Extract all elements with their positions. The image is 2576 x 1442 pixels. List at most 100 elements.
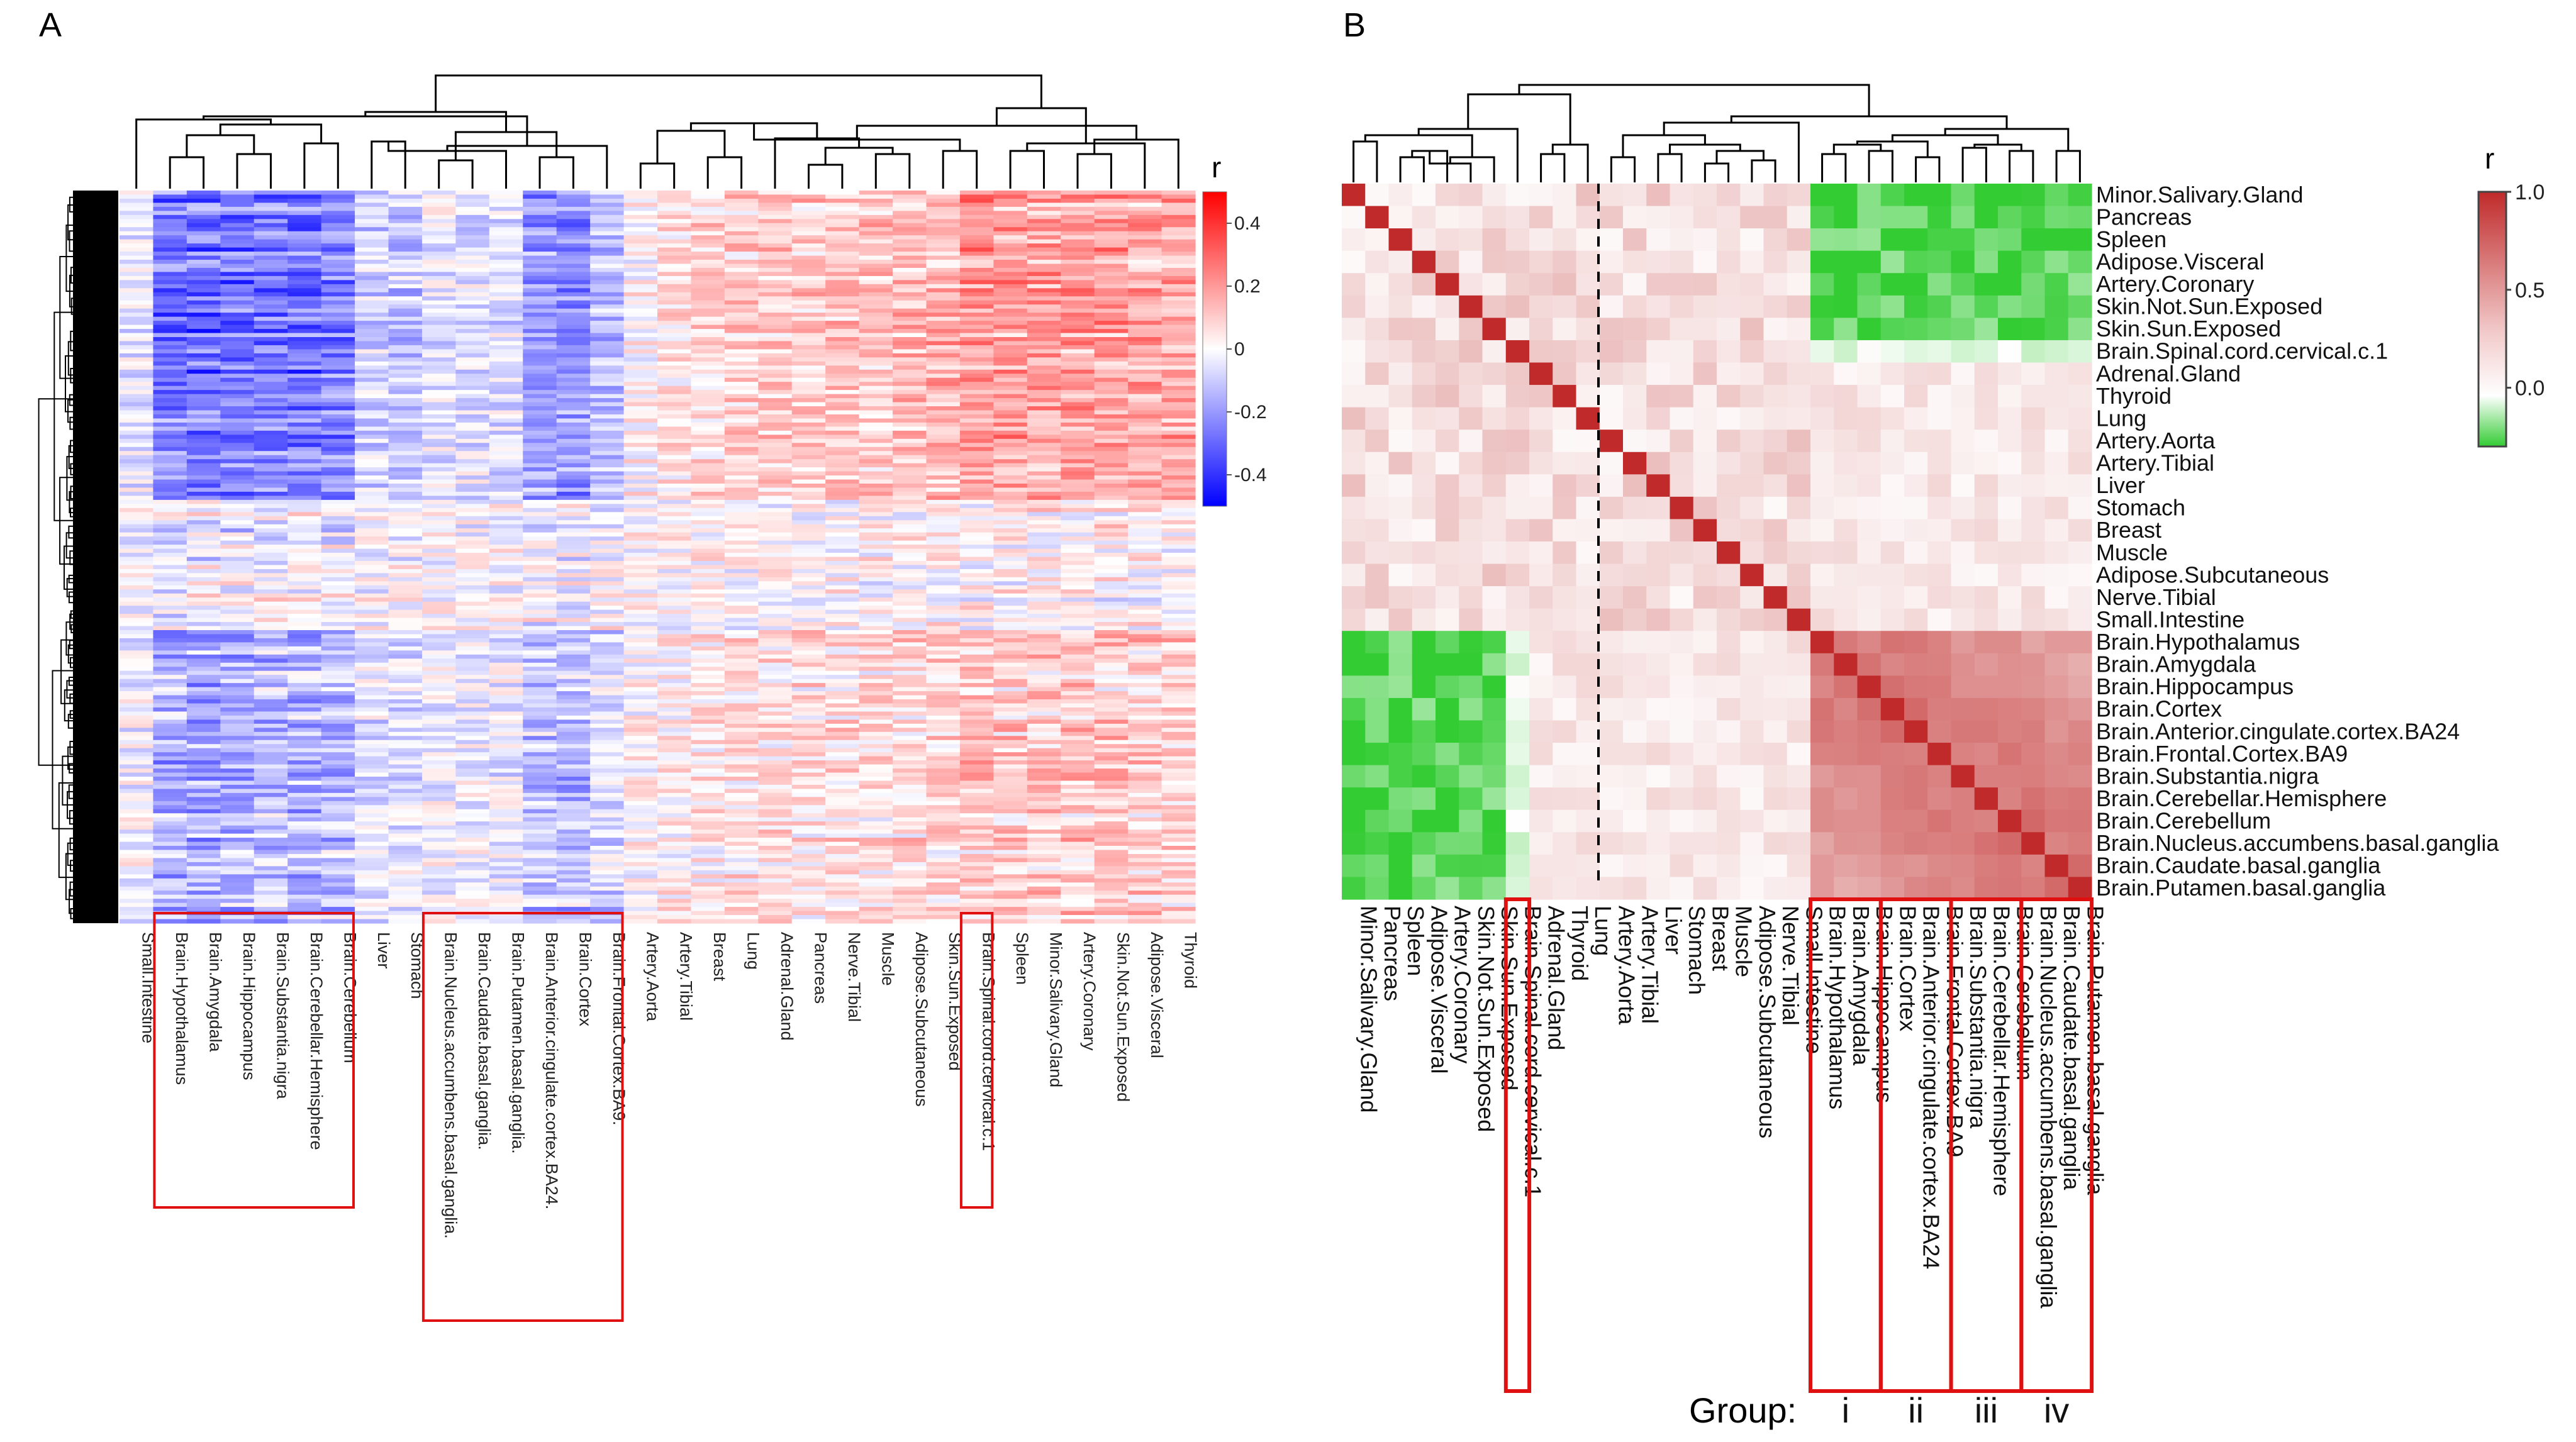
heatmap-a-cell [724, 614, 759, 619]
heatmap-a-cell [993, 455, 1028, 460]
heatmap-a-cell [388, 736, 423, 741]
heatmap-a-cell [623, 430, 658, 435]
heatmap-a-cell [355, 601, 389, 606]
heatmap-a-cell [893, 422, 927, 427]
heatmap-a-cell [321, 593, 355, 598]
heatmap-a-cell [825, 687, 860, 692]
heatmap-a-cell [388, 581, 423, 586]
heatmap-a-cell [321, 764, 355, 769]
heatmap-a-cell [893, 890, 927, 896]
heatmap-a-cell [691, 731, 725, 736]
heatmap-a-cell [993, 284, 1028, 289]
heatmap-a-cell [153, 601, 187, 606]
heatmap-a-cell [758, 191, 793, 196]
heatmap-a-cell [758, 919, 793, 924]
heatmap-a-cell [186, 435, 221, 440]
heatmap-a-cell [758, 255, 793, 260]
heatmap-a-cell [153, 484, 187, 489]
heatmap-a-cell [556, 528, 591, 533]
heatmap-a-cell [926, 496, 961, 501]
heatmap-a-cell [120, 609, 154, 614]
heatmap-a-cell [926, 882, 961, 887]
heatmap-a-cell [926, 191, 961, 196]
heatmap-a-cell [926, 479, 961, 484]
heatmap-a-cell [355, 345, 389, 350]
heatmap-a-cell [153, 756, 187, 761]
heatmap-a-cell [355, 748, 389, 753]
heatmap-a-cell [523, 194, 557, 199]
heatmap-a-cell [590, 484, 625, 489]
heatmap-a-cell [657, 618, 692, 623]
heatmap-a-column [590, 191, 625, 924]
heatmap-a-cell [993, 214, 1028, 219]
heatmap-a-cell [893, 833, 927, 838]
heatmap-a-cell [388, 589, 423, 594]
heatmap-a-cell [791, 695, 826, 700]
heatmap-a-cell [455, 691, 490, 696]
heatmap-a-cell [388, 606, 423, 611]
heatmap-a-cell [523, 288, 557, 293]
heatmap-a-cell [623, 451, 658, 456]
heatmap-a-cell [455, 369, 490, 374]
heatmap-a-cell [590, 357, 625, 362]
heatmap-a-cell [959, 699, 994, 704]
heatmap-a-cell [355, 670, 389, 675]
heatmap-a-column [1027, 191, 1061, 924]
heatmap-a-cell [590, 568, 625, 574]
heatmap-a-cell [523, 402, 557, 407]
heatmap-a-cell [489, 797, 523, 802]
heatmap-a-cell [691, 553, 725, 558]
heatmap-a-cell [893, 707, 927, 713]
heatmap-a-cell [455, 768, 490, 774]
heatmap-a-cell [556, 475, 591, 480]
heatmap-a-cell [590, 890, 625, 896]
heatmap-a-cell [556, 275, 591, 280]
heatmap-a-cell [893, 911, 927, 916]
heatmap-a-cell [1027, 214, 1061, 219]
heatmap-a-cell [489, 548, 523, 553]
heatmap-a-cell [220, 805, 255, 810]
heatmap-a-cell [186, 866, 221, 871]
heatmap-a-cell [321, 329, 355, 334]
heatmap-a-cell [287, 479, 322, 484]
heatmap-a-cell [590, 833, 625, 838]
heatmap-a-cell [120, 870, 154, 875]
heatmap-a-cell [120, 467, 154, 472]
heatmap-a-cell [220, 858, 255, 863]
heatmap-a-cell [455, 890, 490, 896]
heatmap-a-cell [590, 288, 625, 293]
heatmap-a-cell [287, 662, 322, 667]
heatmap-a-cell [926, 260, 961, 265]
heatmap-a-cell [153, 585, 187, 590]
heatmap-a-cell [758, 426, 793, 431]
heatmap-a-cell [287, 777, 322, 782]
heatmap-a-cell [153, 247, 187, 252]
heatmap-a-cell [590, 227, 625, 232]
heatmap-a-cell [893, 463, 927, 468]
heatmap-a-cell [120, 471, 154, 476]
heatmap-a-cell [657, 667, 692, 672]
heatmap-a-cell [926, 919, 961, 924]
heatmap-a-cell [120, 263, 154, 269]
heatmap-a-cell [926, 455, 961, 460]
heatmap-a-cell [186, 324, 221, 330]
heatmap-a-cell [220, 459, 255, 464]
heatmap-a-cell [859, 707, 893, 713]
heatmap-a-cell [590, 272, 625, 277]
heatmap-a-cell [825, 752, 860, 757]
heatmap-a-cell [758, 760, 793, 765]
heatmap-a-cell [825, 915, 860, 920]
heatmap-a-cell [254, 451, 288, 456]
heatmap-a-cell [791, 626, 826, 631]
heatmap-a-cell [254, 772, 288, 777]
heatmap-a-cell [724, 874, 759, 879]
heatmap-a-cell [993, 252, 1028, 257]
heatmap-a-cell [556, 772, 591, 777]
heatmap-a-cell [355, 353, 389, 358]
heatmap-a-cell [523, 667, 557, 672]
heatmap-a-cell [825, 886, 860, 891]
heatmap-a-cell [926, 606, 961, 611]
heatmap-a-cell [355, 650, 389, 655]
heatmap-a-cell [388, 496, 423, 501]
heatmap-a-cell [220, 548, 255, 553]
